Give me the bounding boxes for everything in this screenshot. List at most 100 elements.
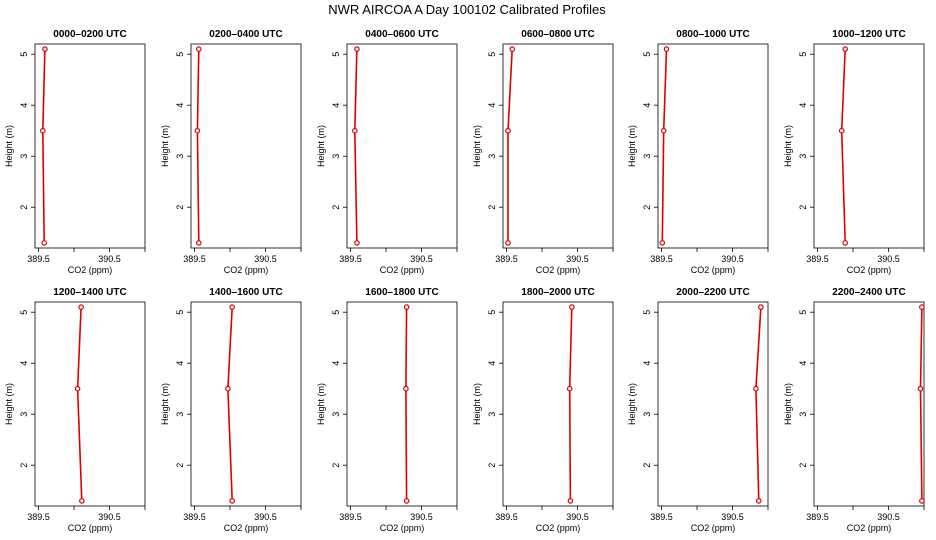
plot-frame: [813, 43, 925, 249]
profile-line: [405, 307, 408, 501]
y-tick-label: 5: [331, 310, 341, 315]
y-tick-label: 5: [798, 52, 808, 57]
data-point: [838, 127, 845, 134]
data-point: [505, 127, 511, 134]
y-axis-label: Height (m): [160, 383, 170, 425]
x-tick-label: 390.5: [254, 254, 277, 264]
y-axis-label: Height (m): [783, 125, 793, 167]
x-tick-label: 389.5: [495, 254, 518, 264]
panel-title: 0600–0800 UTC: [521, 29, 594, 40]
plot-frame: [657, 43, 769, 249]
panel-11: 2000–2200 UTC 389.5 390.5 2 3 4 5 CO2 (ppm) Heig…: [627, 287, 769, 533]
plot-frame: [190, 43, 302, 249]
x-tick-label: 389.5: [650, 512, 673, 522]
x-axis-label: CO2 (ppm): [847, 523, 892, 533]
y-tick-label: 4: [19, 103, 29, 108]
x-tick-label: 389.5: [806, 254, 829, 264]
y-tick-label: 4: [642, 361, 652, 366]
profile-line: [507, 49, 513, 243]
data-point: [42, 46, 48, 52]
y-tick-label: 2: [798, 205, 808, 210]
y-tick-label: 3: [642, 154, 652, 159]
x-axis-label: CO2 (ppm): [380, 523, 425, 533]
x-axis-label: CO2 (ppm): [847, 265, 892, 275]
plot-frame: [346, 301, 458, 507]
data-point: [229, 304, 235, 310]
y-axis-label: Height (m): [316, 383, 326, 425]
y-tick-label: 4: [175, 361, 185, 366]
y-tick-label: 5: [19, 52, 29, 57]
x-axis-label: CO2 (ppm): [536, 523, 581, 533]
x-tick-label: 390.5: [877, 512, 900, 522]
data-point: [78, 304, 84, 310]
y-tick-label: 3: [175, 154, 185, 159]
panel-3: 0400–0600 UTC 389.5 390.5 2 3 4 5 CO2 (ppm) Heig…: [316, 29, 458, 275]
data-point: [758, 304, 764, 310]
plot-frame: [813, 301, 925, 507]
y-tick-label: 3: [19, 412, 29, 417]
panel-10: 1800–2000 UTC 389.5 390.5 2 3 4 5 CO2 (ppm) Heig…: [472, 287, 614, 533]
y-tick-label: 3: [798, 412, 808, 417]
data-point: [196, 240, 202, 246]
y-tick-label: 2: [175, 463, 185, 468]
y-axis-label: Height (m): [4, 383, 14, 425]
data-point: [74, 385, 81, 392]
y-tick-label: 2: [175, 205, 185, 210]
y-tick-label: 4: [331, 361, 341, 366]
panel-2: 0200–0400 UTC 389.5 390.5 2 3 4 5 CO2 (ppm) Heig…: [160, 29, 302, 275]
data-point: [917, 385, 924, 392]
panels-grid: 0000–0200 UTC 389.5 390.5 2 3 4 5 CO2 (ppm) Heig…: [4, 29, 925, 533]
profile-line: [755, 307, 762, 501]
panel-6: 1000–1200 UTC 389.5 390.5 2 3 4 5 CO2 (ppm) Heig…: [783, 29, 925, 275]
figure-title: NWR AIRCOA A Day 100102 Calibrated Profi…: [328, 2, 606, 17]
plot-frame: [502, 301, 614, 507]
data-point: [194, 127, 201, 134]
panel-title: 1000–1200 UTC: [832, 29, 905, 40]
data-point: [403, 498, 410, 504]
data-point: [41, 240, 48, 246]
data-point: [919, 304, 925, 310]
x-tick-label: 389.5: [650, 254, 673, 264]
x-axis-label: CO2 (ppm): [68, 265, 113, 275]
x-axis-label: CO2 (ppm): [224, 265, 269, 275]
y-tick-label: 4: [487, 103, 497, 108]
data-point: [352, 127, 358, 134]
y-tick-label: 2: [19, 463, 29, 468]
y-axis-label: Height (m): [627, 383, 637, 425]
y-tick-label: 4: [175, 103, 185, 108]
profile-line: [919, 307, 923, 501]
x-tick-label: 390.5: [254, 512, 277, 522]
y-tick-label: 5: [798, 310, 808, 315]
panel-title: 2200–2400 UTC: [832, 287, 905, 298]
data-point: [755, 498, 762, 504]
x-tick-label: 389.5: [183, 512, 206, 522]
plot-frame: [657, 301, 769, 507]
plot-frame: [34, 301, 146, 507]
data-point: [919, 498, 925, 504]
data-point: [229, 498, 235, 504]
data-point: [354, 46, 360, 52]
y-tick-label: 2: [487, 463, 497, 468]
panel-title: 1400–1600 UTC: [209, 287, 282, 298]
y-axis-label: Height (m): [4, 125, 14, 167]
x-tick-label: 389.5: [27, 254, 50, 264]
panel-title: 1600–1800 UTC: [365, 287, 438, 298]
x-tick-label: 390.5: [410, 254, 433, 264]
panel-4: 0600–0800 UTC 389.5 390.5 2 3 4 5 CO2 (ppm) Heig…: [472, 29, 614, 275]
plot-frame: [346, 43, 458, 249]
y-tick-label: 4: [19, 361, 29, 366]
x-tick-label: 390.5: [721, 512, 744, 522]
x-tick-label: 390.5: [566, 512, 589, 522]
y-tick-label: 5: [175, 310, 185, 315]
panel-7: 1200–1400 UTC 389.5 390.5 2 3 4 5 CO2 (ppm) Heig…: [4, 287, 146, 533]
panel-title: 1200–1400 UTC: [53, 287, 126, 298]
panel-title: 0000–0200 UTC: [53, 29, 126, 40]
y-tick-label: 4: [642, 103, 652, 108]
data-point: [842, 46, 849, 52]
plot-frame: [34, 43, 146, 249]
y-tick-label: 2: [331, 205, 341, 210]
panel-12: 2200–2400 UTC 389.5 390.5 2 3 4 5 CO2 (ppm) Heig…: [783, 287, 925, 533]
y-tick-label: 3: [487, 412, 497, 417]
data-point: [196, 46, 202, 52]
